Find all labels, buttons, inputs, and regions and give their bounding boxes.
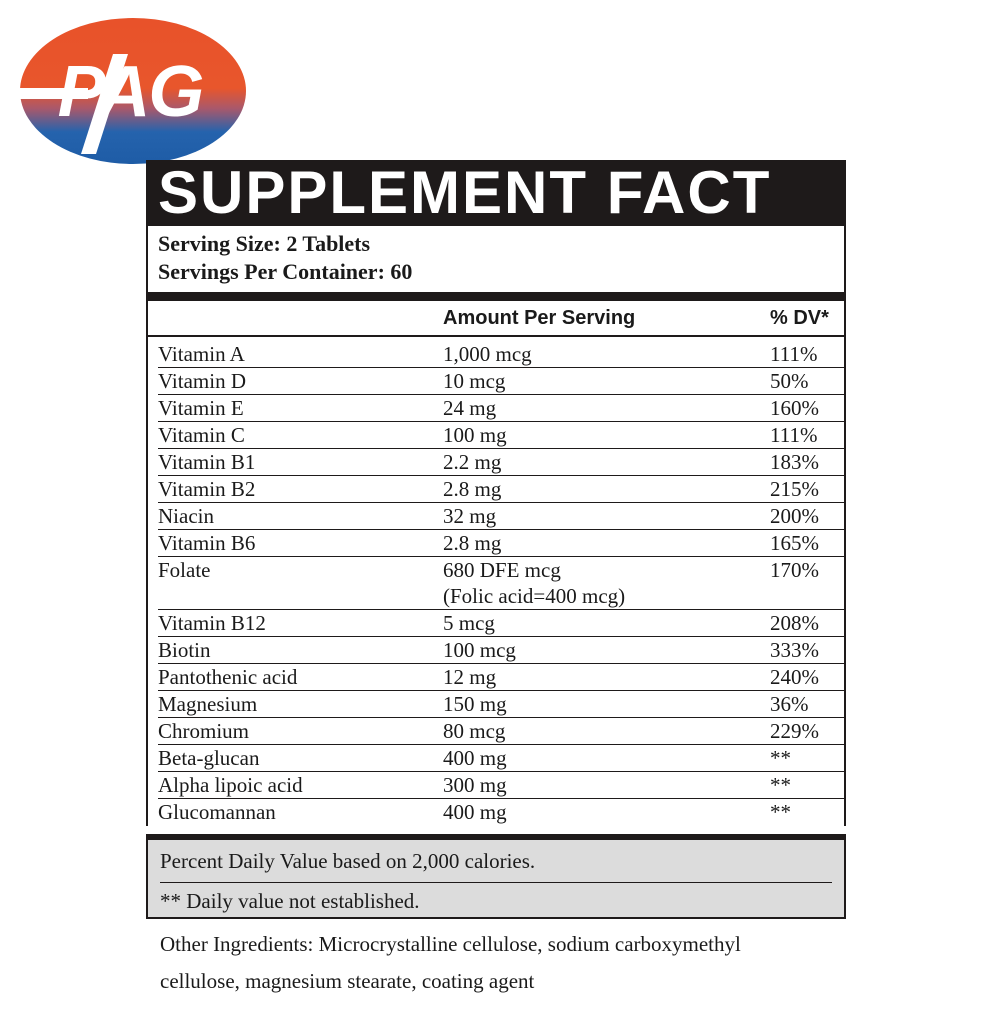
nutrient-amount: 100 mcg (443, 638, 516, 662)
table-row: Folate 680 DFE mcg (Folic acid=400 mcg) … (158, 557, 844, 610)
nutrient-name: Vitamin B6 (158, 531, 256, 555)
column-header-dv: % DV* (770, 306, 829, 329)
nutrient-amount: 100 mg (443, 423, 507, 447)
divider-thick (146, 292, 846, 301)
nutrient-name: Beta-glucan (158, 746, 260, 770)
nutrient-dv: 165% (770, 531, 819, 555)
nutrient-dv: 208% (770, 611, 819, 635)
nutrient-dv: 200% (770, 504, 819, 528)
svg-text:PAG: PAG (58, 52, 203, 132)
nutrient-dv: 36% (770, 692, 809, 716)
nutrient-dv: 240% (770, 665, 819, 689)
nutrient-amount: 400 mg (443, 746, 507, 770)
footnote-not-established: ** Daily value not established. (160, 889, 420, 913)
table-row: Glucomannan 400 mg ** (158, 799, 844, 826)
nutrient-amount: 12 mg (443, 665, 497, 689)
table-row: Biotin 100 mcg 333% (158, 637, 844, 664)
nutrient-dv: 333% (770, 638, 819, 662)
table-row: Beta-glucan 400 mg ** (158, 745, 844, 772)
nutrient-dv: 229% (770, 719, 819, 743)
nutrient-name: Vitamin B2 (158, 477, 256, 501)
nutrient-amount: 32 mg (443, 504, 497, 528)
table-row: Vitamin B6 2.8 mg 165% (158, 530, 844, 557)
table-row: Vitamin B12 5 mcg 208% (158, 610, 844, 637)
nutrient-amount: 5 mcg (443, 611, 495, 635)
other-ingredients-line2: cellulose, magnesium stearate, coating a… (160, 969, 535, 993)
nutrient-dv: 215% (770, 477, 819, 501)
nutrient-amount: 2.2 mg (443, 450, 502, 474)
nutrient-name: Chromium (158, 719, 250, 743)
nutrient-amount: 150 mg (443, 692, 507, 716)
table-row: Vitamin A 1,000 mcg 111% (158, 341, 844, 368)
title-bar: SUPPLEMENT FACT (146, 160, 846, 226)
table-row: Alpha lipoic acid 300 mg ** (158, 772, 844, 799)
nutrient-name: Biotin (158, 638, 211, 662)
divider-thick-bottom (146, 834, 846, 840)
panel-title: SUPPLEMENT FACT (158, 159, 772, 226)
serving-size: Serving Size: 2 Tablets (158, 231, 371, 256)
nutrient-name: Magnesium (158, 692, 258, 716)
pag-logo: PAG (18, 18, 246, 164)
nutrient-dv: 111% (770, 342, 818, 366)
nutrient-amount: 24 mg (443, 396, 497, 420)
nutrient-dv: 183% (770, 450, 819, 474)
servings-per-container: Servings Per Container: 60 (158, 259, 413, 284)
nutrient-name: Vitamin B1 (158, 450, 256, 474)
nutrient-dv: ** (770, 746, 791, 770)
table-row: Vitamin B1 2.2 mg 183% (158, 449, 844, 476)
nutrient-rows: Vitamin A 1,000 mcg 111% Vitamin D 10 mc… (146, 337, 846, 826)
nutrient-amount: 400 mg (443, 800, 507, 824)
nutrient-name: Vitamin C (158, 423, 245, 447)
table-row: Niacin 32 mg 200% (158, 503, 844, 530)
nutrient-name: Vitamin B12 (158, 611, 266, 635)
other-ingredients-line1: Other Ingredients: Microcrystalline cell… (160, 932, 741, 956)
table-row: Vitamin B2 2.8 mg 215% (158, 476, 844, 503)
nutrient-amount-group: 680 DFE mcg (Folic acid=400 mcg) (443, 557, 760, 609)
nutrient-name: Vitamin E (158, 396, 244, 420)
nutrient-amount-note: (Folic acid=400 mcg) (443, 584, 626, 608)
serving-info: Serving Size: 2 Tablets Servings Per Con… (146, 226, 846, 292)
table-row: Vitamin E 24 mg 160% (158, 395, 844, 422)
table-row: Chromium 80 mcg 229% (158, 718, 844, 745)
nutrient-dv: 170% (770, 558, 819, 582)
table-row: Vitamin D 10 mcg 50% (158, 368, 844, 395)
other-ingredients: Other Ingredients: Microcrystalline cell… (160, 926, 880, 1000)
nutrient-name: Alpha lipoic acid (158, 773, 303, 797)
nutrient-amount: 2.8 mg (443, 477, 502, 501)
nutrient-dv: ** (770, 773, 791, 797)
nutrient-amount: 2.8 mg (443, 531, 502, 555)
nutrient-name: Vitamin A (158, 342, 245, 366)
nutrient-amount: 80 mcg (443, 719, 506, 743)
nutrient-name: Vitamin D (158, 369, 246, 393)
nutrient-name: Folate (158, 558, 211, 582)
nutrient-dv: 160% (770, 396, 819, 420)
nutrient-amount: 680 DFE mcg (443, 558, 561, 582)
column-header: Amount Per Serving % DV* (146, 301, 846, 337)
column-header-amount: Amount Per Serving (443, 306, 636, 329)
supplement-facts-panel: SUPPLEMENT FACT Serving Size: 2 Tablets … (146, 160, 846, 919)
table-row: Magnesium 150 mg 36% (158, 691, 844, 718)
footnote-daily-value: Percent Daily Value based on 2,000 calor… (160, 846, 832, 883)
nutrient-dv: ** (770, 800, 791, 824)
table-row: Vitamin C 100 mg 111% (158, 422, 844, 449)
nutrient-dv: 50% (770, 369, 809, 393)
footnotes: Percent Daily Value based on 2,000 calor… (146, 840, 846, 919)
nutrient-dv: 111% (770, 423, 818, 447)
table-row: Pantothenic acid 12 mg 240% (158, 664, 844, 691)
nutrient-name: Niacin (158, 504, 214, 528)
nutrient-amount: 1,000 mcg (443, 342, 532, 366)
nutrient-name: Glucomannan (158, 800, 276, 824)
nutrient-amount: 300 mg (443, 773, 507, 797)
nutrient-name: Pantothenic acid (158, 665, 298, 689)
nutrient-amount: 10 mcg (443, 369, 506, 393)
